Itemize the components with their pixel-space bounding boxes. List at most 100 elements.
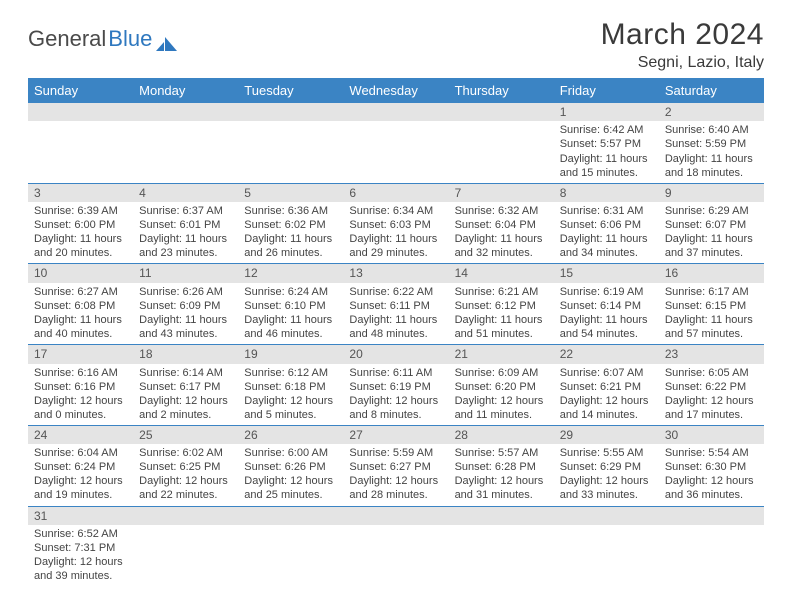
day-details: Sunrise: 6:22 AMSunset: 6:11 PMDaylight:… [343,283,448,344]
calendar-week: 10Sunrise: 6:27 AMSunset: 6:08 PMDayligh… [28,264,764,345]
day-number [659,507,764,525]
weekday-header: Friday [554,78,659,103]
calendar-cell: 25Sunrise: 6:02 AMSunset: 6:25 PMDayligh… [133,425,238,506]
calendar-cell [238,103,343,183]
day-number: 29 [554,426,659,444]
month-title: March 2024 [601,18,764,52]
calendar-cell: 3Sunrise: 6:39 AMSunset: 6:00 PMDaylight… [28,183,133,264]
day-number: 21 [449,345,554,363]
day-details: Sunrise: 6:12 AMSunset: 6:18 PMDaylight:… [238,364,343,425]
day-number: 27 [343,426,448,444]
day-number [133,103,238,121]
day-details: Sunrise: 6:17 AMSunset: 6:15 PMDaylight:… [659,283,764,344]
day-number: 20 [343,345,448,363]
calendar-cell: 29Sunrise: 5:55 AMSunset: 6:29 PMDayligh… [554,425,659,506]
day-number: 18 [133,345,238,363]
day-number: 1 [554,103,659,121]
calendar-cell: 14Sunrise: 6:21 AMSunset: 6:12 PMDayligh… [449,264,554,345]
calendar-cell: 10Sunrise: 6:27 AMSunset: 6:08 PMDayligh… [28,264,133,345]
day-number: 28 [449,426,554,444]
day-number: 6 [343,184,448,202]
day-details: Sunrise: 5:57 AMSunset: 6:28 PMDaylight:… [449,444,554,505]
day-number: 11 [133,264,238,282]
day-details: Sunrise: 5:54 AMSunset: 6:30 PMDaylight:… [659,444,764,505]
day-details: Sunrise: 6:31 AMSunset: 6:06 PMDaylight:… [554,202,659,263]
calendar-header-row: SundayMondayTuesdayWednesdayThursdayFrid… [28,78,764,103]
day-number: 3 [28,184,133,202]
day-number: 22 [554,345,659,363]
day-number: 15 [554,264,659,282]
day-number [28,103,133,121]
day-details: Sunrise: 6:11 AMSunset: 6:19 PMDaylight:… [343,364,448,425]
calendar-table: SundayMondayTuesdayWednesdayThursdayFrid… [28,78,764,586]
calendar-week: 24Sunrise: 6:04 AMSunset: 6:24 PMDayligh… [28,425,764,506]
day-details: Sunrise: 6:52 AMSunset: 7:31 PMDaylight:… [28,525,133,586]
day-number: 17 [28,345,133,363]
day-number: 5 [238,184,343,202]
day-number: 26 [238,426,343,444]
day-details: Sunrise: 6:00 AMSunset: 6:26 PMDaylight:… [238,444,343,505]
calendar-cell: 15Sunrise: 6:19 AMSunset: 6:14 PMDayligh… [554,264,659,345]
day-details: Sunrise: 6:29 AMSunset: 6:07 PMDaylight:… [659,202,764,263]
day-number [133,507,238,525]
day-number: 7 [449,184,554,202]
day-details: Sunrise: 6:24 AMSunset: 6:10 PMDaylight:… [238,283,343,344]
day-number [238,103,343,121]
day-details: Sunrise: 6:32 AMSunset: 6:04 PMDaylight:… [449,202,554,263]
brand-part1: General [28,26,106,52]
weekday-header: Thursday [449,78,554,103]
calendar-cell: 30Sunrise: 5:54 AMSunset: 6:30 PMDayligh… [659,425,764,506]
day-number: 12 [238,264,343,282]
calendar-cell [343,103,448,183]
day-number: 24 [28,426,133,444]
day-number: 25 [133,426,238,444]
calendar-cell: 19Sunrise: 6:12 AMSunset: 6:18 PMDayligh… [238,345,343,426]
day-number: 2 [659,103,764,121]
calendar-cell: 2Sunrise: 6:40 AMSunset: 5:59 PMDaylight… [659,103,764,183]
calendar-cell: 23Sunrise: 6:05 AMSunset: 6:22 PMDayligh… [659,345,764,426]
weekday-header: Monday [133,78,238,103]
day-number: 16 [659,264,764,282]
brand-logo: GeneralBlue [28,18,178,52]
calendar-cell: 6Sunrise: 6:34 AMSunset: 6:03 PMDaylight… [343,183,448,264]
calendar-week: 1Sunrise: 6:42 AMSunset: 5:57 PMDaylight… [28,103,764,183]
day-details: Sunrise: 6:04 AMSunset: 6:24 PMDaylight:… [28,444,133,505]
calendar-week: 31Sunrise: 6:52 AMSunset: 7:31 PMDayligh… [28,506,764,586]
day-number [238,507,343,525]
day-details: Sunrise: 6:27 AMSunset: 6:08 PMDaylight:… [28,283,133,344]
calendar-cell: 20Sunrise: 6:11 AMSunset: 6:19 PMDayligh… [343,345,448,426]
calendar-cell [28,103,133,183]
day-details: Sunrise: 6:40 AMSunset: 5:59 PMDaylight:… [659,121,764,182]
day-details: Sunrise: 6:05 AMSunset: 6:22 PMDaylight:… [659,364,764,425]
day-details: Sunrise: 6:14 AMSunset: 6:17 PMDaylight:… [133,364,238,425]
day-details: Sunrise: 6:07 AMSunset: 6:21 PMDaylight:… [554,364,659,425]
day-number [343,507,448,525]
day-details: Sunrise: 6:02 AMSunset: 6:25 PMDaylight:… [133,444,238,505]
day-number [449,103,554,121]
weekday-header: Sunday [28,78,133,103]
day-number: 31 [28,507,133,525]
day-details: Sunrise: 6:16 AMSunset: 6:16 PMDaylight:… [28,364,133,425]
day-number: 13 [343,264,448,282]
day-details: Sunrise: 6:39 AMSunset: 6:00 PMDaylight:… [28,202,133,263]
calendar-cell: 13Sunrise: 6:22 AMSunset: 6:11 PMDayligh… [343,264,448,345]
day-number: 19 [238,345,343,363]
calendar-cell [659,506,764,586]
calendar-cell: 18Sunrise: 6:14 AMSunset: 6:17 PMDayligh… [133,345,238,426]
day-details: Sunrise: 5:55 AMSunset: 6:29 PMDaylight:… [554,444,659,505]
calendar-cell [133,506,238,586]
sail-icon [156,31,178,45]
calendar-cell [449,506,554,586]
calendar-cell [449,103,554,183]
calendar-cell: 28Sunrise: 5:57 AMSunset: 6:28 PMDayligh… [449,425,554,506]
day-number: 30 [659,426,764,444]
calendar-cell: 26Sunrise: 6:00 AMSunset: 6:26 PMDayligh… [238,425,343,506]
day-details: Sunrise: 5:59 AMSunset: 6:27 PMDaylight:… [343,444,448,505]
day-number: 4 [133,184,238,202]
calendar-cell: 8Sunrise: 6:31 AMSunset: 6:06 PMDaylight… [554,183,659,264]
day-details: Sunrise: 6:36 AMSunset: 6:02 PMDaylight:… [238,202,343,263]
calendar-cell: 9Sunrise: 6:29 AMSunset: 6:07 PMDaylight… [659,183,764,264]
calendar-cell: 21Sunrise: 6:09 AMSunset: 6:20 PMDayligh… [449,345,554,426]
day-details: Sunrise: 6:37 AMSunset: 6:01 PMDaylight:… [133,202,238,263]
day-details: Sunrise: 6:21 AMSunset: 6:12 PMDaylight:… [449,283,554,344]
